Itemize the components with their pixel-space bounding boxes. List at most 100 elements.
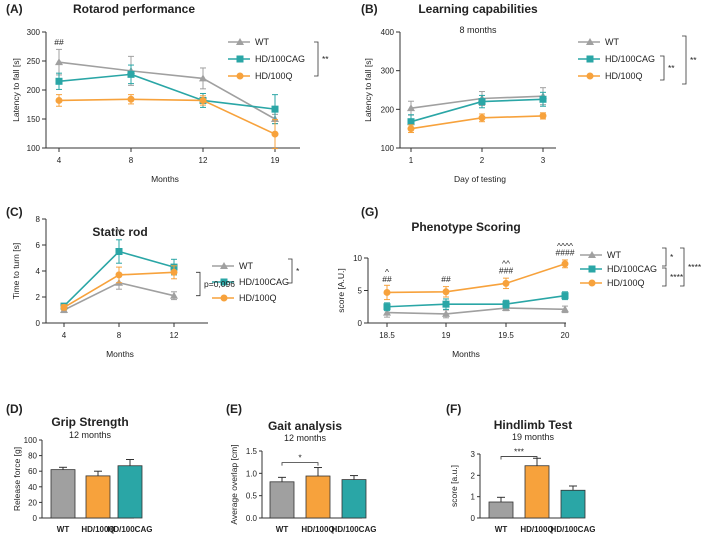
y-tick-label: 6 xyxy=(36,241,41,250)
panel-label: (D) xyxy=(6,402,23,416)
x-tick-label: 20 xyxy=(561,331,570,340)
x-tick-label: 8 xyxy=(129,156,134,165)
sig-bracket-label: * xyxy=(296,266,300,276)
data-point xyxy=(127,70,135,78)
y-axis-label: Release force [g] xyxy=(12,447,22,511)
y-tick-label: 100 xyxy=(27,144,41,153)
data-point xyxy=(539,112,547,120)
y-axis-label: Latency to fall [s] xyxy=(11,58,21,122)
y-tick-label: 150 xyxy=(27,115,41,124)
data-point xyxy=(199,96,207,104)
panel-label: (C) xyxy=(6,205,23,219)
data-point xyxy=(127,95,135,103)
x-tick-label: 2 xyxy=(480,156,485,165)
chart-title: Gait analysis xyxy=(268,419,342,433)
x-tick-label: HD/100Q xyxy=(81,525,114,534)
sig-bracket-label: p=0,096 xyxy=(204,279,235,289)
panel-label: (F) xyxy=(446,402,461,416)
y-tick-label: 200 xyxy=(27,86,41,95)
series-line xyxy=(386,307,566,315)
panel-label: (G) xyxy=(361,205,378,219)
y-tick-label: 2 xyxy=(471,471,476,480)
y-axis-label: Average overlap [cm] xyxy=(229,444,239,524)
chart-title: Hindlimb Test xyxy=(494,418,572,432)
sig-bracket-label: ** xyxy=(322,54,329,64)
chart-subtitle: 8 months xyxy=(459,25,497,35)
y-tick-label: 0.5 xyxy=(246,492,258,501)
data-point xyxy=(55,77,63,85)
chart-title: Learning capabilities xyxy=(418,2,538,16)
legend-label: HD/100Q xyxy=(255,71,293,81)
x-tick-label: 19.5 xyxy=(498,331,514,340)
data-point xyxy=(271,130,279,138)
panel-label: (A) xyxy=(6,2,23,16)
y-tick-label: 10 xyxy=(353,254,362,263)
significance-mark: ^^^^ xyxy=(557,241,573,251)
legend-marker xyxy=(588,279,596,287)
sig-bracket-label: * xyxy=(670,252,674,262)
x-tick-label: 12 xyxy=(199,156,208,165)
sig-bracket xyxy=(196,271,201,297)
chart-subtitle: 12 months xyxy=(284,433,327,443)
y-tick-label: 2 xyxy=(36,293,41,302)
x-axis-label: Months xyxy=(106,349,134,359)
chart-title: Phenotype Scoring xyxy=(411,220,520,234)
y-tick-label: 400 xyxy=(381,28,395,37)
y-tick-label: 4 xyxy=(36,267,41,276)
bar xyxy=(305,475,331,519)
sig-bracket-label: **** xyxy=(688,262,702,272)
y-tick-label: 0 xyxy=(36,319,41,328)
data-point xyxy=(383,308,391,316)
data-point xyxy=(383,288,391,296)
legend-label: HD/100Q xyxy=(605,71,643,81)
chart-title: Grip Strength xyxy=(51,415,128,429)
series-line xyxy=(410,115,544,130)
data-point xyxy=(561,292,569,300)
data-point xyxy=(55,96,63,104)
legend-label: WT xyxy=(605,37,619,47)
x-tick-label: 8 xyxy=(117,331,122,340)
y-tick-label: 1 xyxy=(471,493,476,502)
x-tick-label: HD/100CAG xyxy=(332,525,377,534)
x-tick-label: WT xyxy=(57,525,70,534)
y-axis-label: score [A.U.] xyxy=(336,268,346,312)
data-point xyxy=(115,248,123,255)
x-tick-label: 19 xyxy=(271,156,280,165)
data-point xyxy=(170,268,178,276)
chart-subtitle: 12 months xyxy=(69,430,112,440)
data-point xyxy=(407,125,415,133)
chart-C: (C) Static rod 0 2 4 6 8 4 8 12 Months Time to turn… xyxy=(6,205,300,359)
series-line xyxy=(386,294,566,308)
x-axis-label: Day of testing xyxy=(454,174,506,184)
bar xyxy=(560,489,586,519)
data-point xyxy=(199,74,207,82)
legend-label: HD/100CAG xyxy=(605,54,655,64)
x-tick-label: WT xyxy=(276,525,289,534)
bar xyxy=(341,479,367,519)
series-line xyxy=(410,95,544,109)
data-point xyxy=(502,300,510,308)
legend-marker xyxy=(236,72,244,80)
y-tick-label: 20 xyxy=(28,498,37,507)
sig-bracket xyxy=(288,258,293,284)
y-axis-label: score [a.u.] xyxy=(449,465,459,507)
significance-mark: ^ xyxy=(385,267,389,277)
legend-label: WT xyxy=(255,37,269,47)
sig-bracket-label: ** xyxy=(668,63,675,73)
y-tick-label: 5 xyxy=(358,287,363,296)
data-point xyxy=(478,114,486,122)
y-tick-label: 1.5 xyxy=(246,447,258,456)
data-point xyxy=(115,271,123,279)
y-tick-label: 100 xyxy=(24,436,38,445)
data-point xyxy=(442,309,450,317)
chart-B: (B) Learning capabilities 8 months 100 200 30… xyxy=(361,2,697,184)
x-tick-label: HD/100Q xyxy=(520,525,553,534)
sig-bracket-label: * xyxy=(298,453,302,463)
sig-bracket xyxy=(662,267,667,287)
x-tick-label: 4 xyxy=(57,156,62,165)
panel-label: (B) xyxy=(361,2,378,16)
y-axis-label: Latency to fall [s] xyxy=(363,58,373,122)
